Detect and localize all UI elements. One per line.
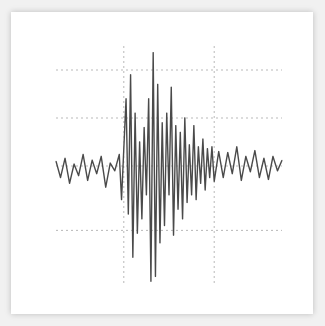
data-point [202, 138, 204, 140]
data-point [141, 218, 143, 220]
data-point [136, 232, 138, 234]
data-point [120, 199, 123, 201]
data-point [145, 194, 147, 196]
data-point [114, 170, 116, 172]
data-point [152, 52, 154, 54]
data-point [204, 189, 206, 191]
data-point [159, 242, 161, 244]
data-point [134, 112, 136, 114]
data-point [154, 275, 157, 277]
data-point [168, 194, 170, 196]
data-point [127, 213, 129, 215]
data-point [281, 159, 283, 161]
data-point [236, 146, 238, 148]
data-point [206, 148, 209, 150]
data-point [231, 173, 233, 175]
data-point [82, 153, 84, 156]
data-point [68, 182, 71, 184]
data-point [150, 280, 152, 282]
data-point [143, 127, 145, 129]
data-point [227, 151, 229, 154]
data-point [125, 98, 127, 100]
data-point [188, 144, 190, 146]
data-point [87, 179, 89, 181]
data-point [172, 234, 175, 236]
data-point [100, 155, 102, 157]
data-point [175, 125, 177, 127]
data-point [209, 176, 211, 179]
data-point [179, 131, 181, 133]
data-point [240, 179, 242, 181]
series-layer [55, 52, 283, 282]
data-point [105, 186, 107, 188]
data-point [200, 182, 202, 184]
data-point [195, 199, 197, 201]
data-point [267, 178, 270, 181]
data-point [213, 180, 215, 182]
data-point [181, 218, 184, 220]
data-point [170, 86, 172, 88]
data-point [184, 117, 186, 119]
data-point [211, 146, 213, 148]
data-point [64, 157, 66, 159]
grid-lines [56, 46, 282, 286]
data-point [118, 153, 120, 156]
data-point [148, 98, 150, 100]
data-point [218, 151, 220, 153]
data-point [166, 112, 168, 114]
series-line-0 [55, 52, 283, 282]
data-point [222, 176, 224, 179]
data-point [109, 162, 111, 164]
data-point [276, 170, 279, 172]
data-point [177, 208, 179, 210]
data-point [123, 148, 125, 150]
data-point [197, 146, 199, 148]
data-point [129, 74, 132, 76]
data-point [73, 163, 75, 165]
data-point [139, 141, 141, 143]
data-point [161, 122, 163, 124]
data-point [59, 176, 62, 179]
data-point [193, 125, 195, 127]
data-point [245, 155, 247, 157]
data-point [272, 155, 274, 157]
data-point [191, 194, 193, 196]
data-point [263, 157, 265, 159]
data-point [258, 176, 260, 179]
data-point [186, 201, 188, 204]
data-point [55, 160, 57, 162]
data-point [91, 159, 93, 161]
data-point [249, 171, 251, 173]
data-point [132, 256, 134, 258]
data-point [157, 83, 159, 85]
data-point [163, 224, 166, 227]
data-point [96, 173, 98, 175]
data-point [78, 175, 80, 177]
data-point [254, 150, 256, 152]
